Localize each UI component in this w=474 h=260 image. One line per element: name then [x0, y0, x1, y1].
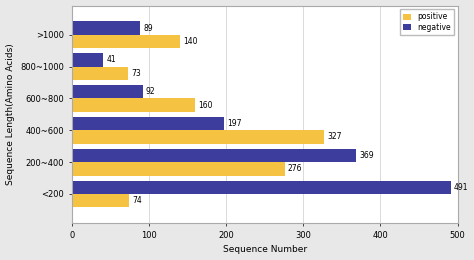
Text: 327: 327 [327, 133, 342, 141]
Bar [72, 117, 224, 130]
Text: 73: 73 [131, 69, 141, 78]
Text: 160: 160 [198, 101, 213, 110]
Bar [72, 130, 324, 144]
Bar [72, 35, 180, 48]
Bar [72, 99, 195, 112]
Bar [72, 53, 103, 67]
Text: 74: 74 [132, 196, 142, 205]
Text: 491: 491 [454, 183, 468, 192]
Text: 276: 276 [288, 164, 302, 173]
Bar [72, 85, 143, 99]
Text: 41: 41 [106, 55, 116, 64]
X-axis label: Sequence Number: Sequence Number [223, 245, 307, 255]
Text: 140: 140 [183, 37, 197, 46]
Y-axis label: Sequence Length(Amino Acids): Sequence Length(Amino Acids) [6, 43, 15, 185]
Text: 369: 369 [360, 151, 374, 160]
Bar [72, 67, 128, 80]
Bar [72, 194, 129, 207]
Text: 197: 197 [227, 119, 241, 128]
Text: 89: 89 [144, 24, 153, 33]
Bar [72, 162, 285, 176]
Legend: positive, negative: positive, negative [401, 9, 454, 35]
Bar [72, 149, 356, 162]
Bar [72, 22, 140, 35]
Text: 92: 92 [146, 87, 155, 96]
Bar [72, 181, 451, 194]
